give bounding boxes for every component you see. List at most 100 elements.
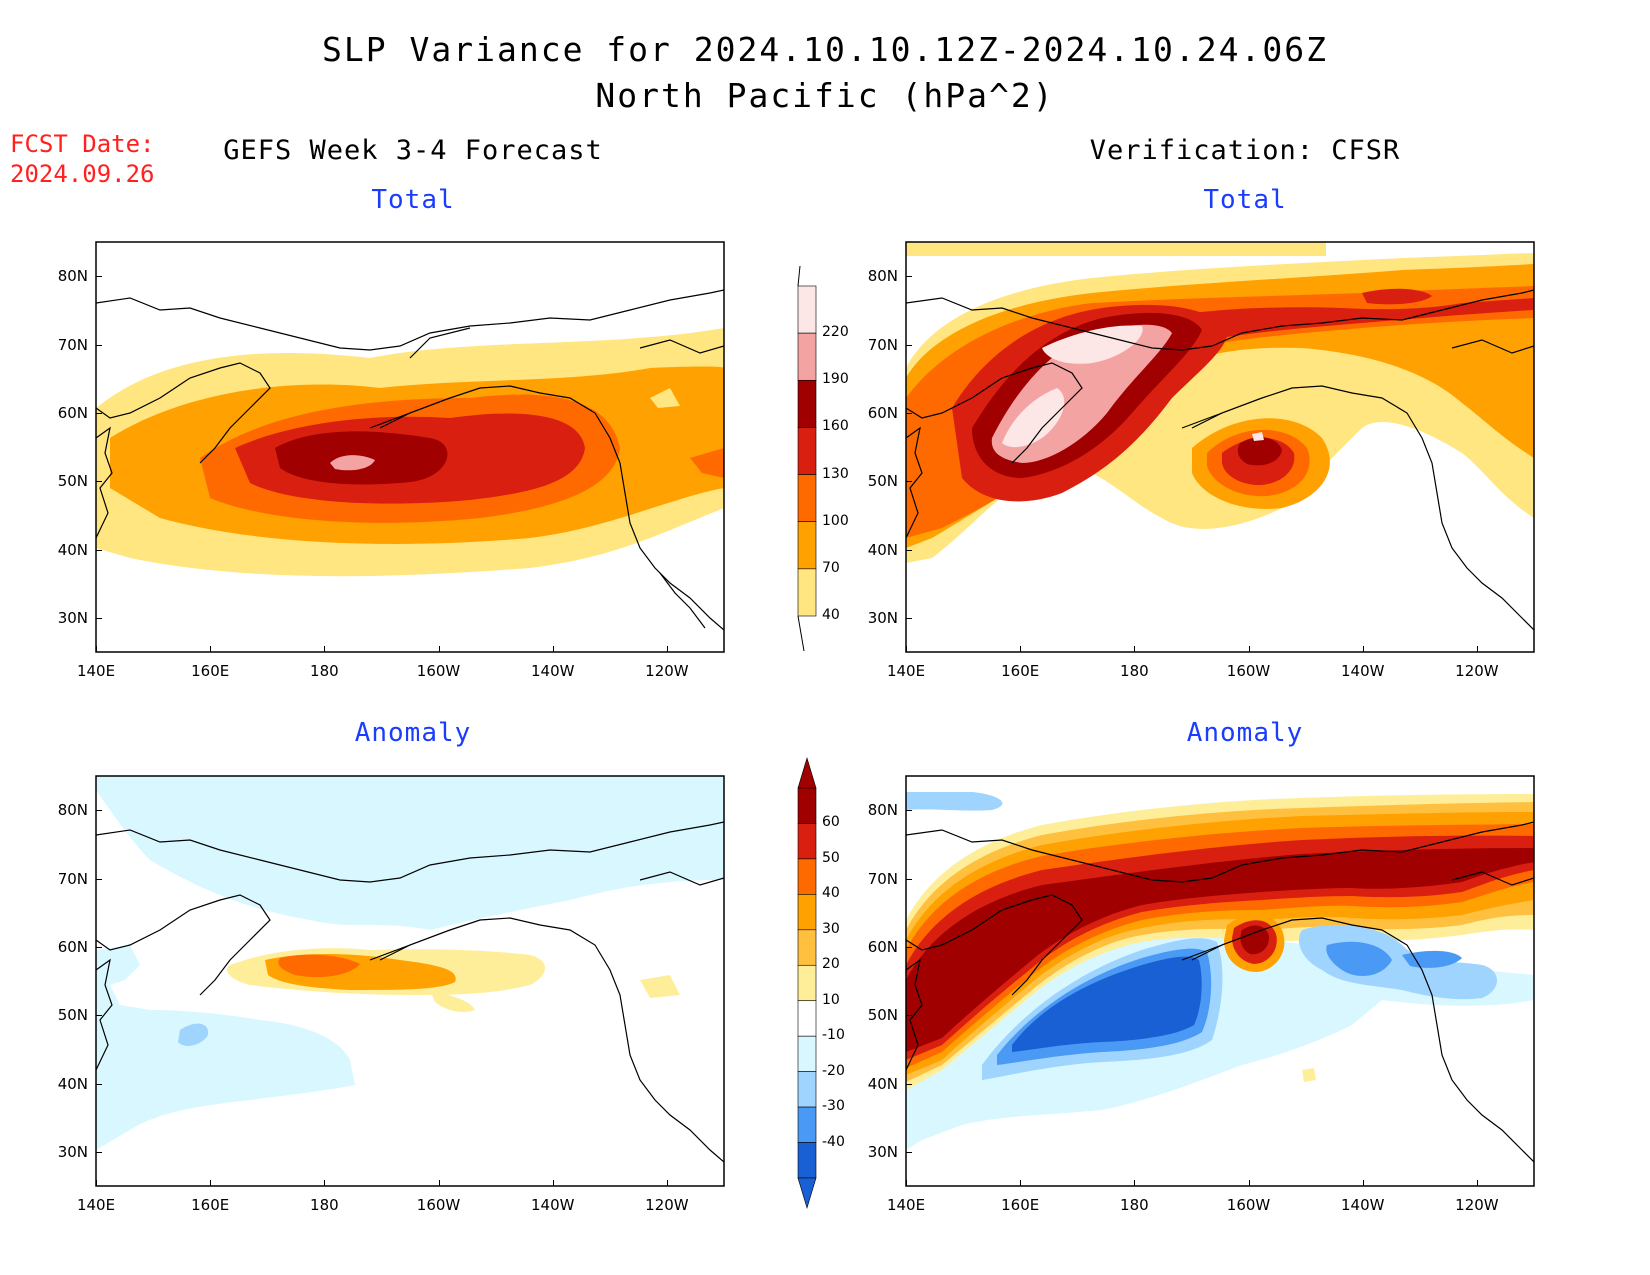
cfsr-total-lat-tick-60N: 60N [867,403,898,422]
cbar-anom-seg-1 [797,823,817,860]
cbar-total-seg-2 [797,379,817,428]
cbar-anom-label-5: 10 [822,991,840,1008]
gefs-total-lat-tick-50N: 50N [57,472,88,491]
cfsr-total-lat-tickmark [906,549,912,551]
cfsr-total-lat-tick-40N: 40N [867,540,898,559]
cfsr-anom-lon-tickmark [1476,1180,1478,1186]
cfsr-anom-lat-tickmark [906,946,912,948]
gefs-anom-lat-tick-70N: 70N [57,869,88,888]
cfsr-anom-lon-tick-140E: 140E [886,1196,926,1214]
gefs-total-lon-tickmark [438,646,440,652]
cbar-total-seg-3 [797,427,817,475]
gefs-anom-lon-tickmark [96,1180,97,1186]
cbar-anom-seg-3 [797,894,817,931]
cfsr-total-lon-tick-160W: 160W [1226,662,1271,680]
cfsr-anom-lon-tickmark [1020,1180,1022,1186]
gefs-anom-lon-tickmark [552,1180,554,1186]
cfsr-total-lon-tick-180: 180 [1120,662,1149,680]
cfsr-total-lat-tickmark [906,481,912,483]
right-column-title: Verification: CFSR [1089,135,1401,166]
cbar-total-seg-1 [797,332,817,381]
cbar-anom-seg-9 [797,1106,817,1143]
gefs-total-lon-tick-140W: 140W [530,662,575,680]
cfsr-anom-lon-tick-160E: 160E [1001,1196,1040,1214]
cbar-anom-seg-4 [797,929,817,966]
cfsr-total-lat-tickmark [906,412,912,414]
gefs-total-lon-tickmark [666,646,668,652]
cfsr-anom-lon-tick-160W: 160W [1226,1196,1271,1214]
cbar-total-seg-4 [797,474,817,523]
cbar-anom-top-arrow [797,756,817,789]
gefs-anom-lon-tick-180: 180 [310,1196,339,1214]
cbar-total-label-5: 70 [822,559,840,576]
gefs-total-lon-tickmark [96,646,97,652]
gefs-anomaly-title: Anomaly [354,718,472,748]
total-colorbar: 220 190 160 130 100 70 40 [797,265,858,652]
cbar-anom-label-8: -30 [822,1098,845,1115]
cbar-anom-bottom-arrow [797,1177,817,1210]
gefs-total-lat-tickmark [96,617,102,619]
cfsr-anom-lon-tick-140W: 140W [1340,1196,1385,1214]
cfsr-anom-lat-tickmark [906,1083,912,1085]
cfsr-total-lon-tick-140W: 140W [1340,662,1385,680]
cfsr-anom-lon-tick-120W: 120W [1455,1196,1499,1214]
cbar-anom-svg [797,756,817,1210]
gefs-total-lon-tick-160E: 160E [191,662,230,680]
cfsr-total-lat-tick-70N: 70N [867,335,898,354]
cfsr-anom-lat-tickmark [906,1015,912,1017]
cfsr-anom-lat-tickmark [906,1151,912,1153]
gefs-total-map [50,238,730,692]
cfsr-total-lon-tickmark [1362,646,1364,652]
cbar-total-label-3: 130 [822,465,849,482]
gefs-anom-lon-tick-120W: 120W [645,1196,689,1214]
gefs-anom-lat-tick-40N: 40N [57,1074,88,1093]
gefs-anom-lon-tickmark [438,1180,440,1186]
gefs-anom-lat-tickmark [96,810,102,812]
cbar-anom-seg-7 [797,1035,817,1072]
cbar-anom-seg-2 [797,858,817,895]
cbar-anom-label-2: 40 [822,885,840,902]
gefs-anom-lat-tick-80N: 80N [57,801,88,820]
gefs-anom-lon-tick-140E: 140E [76,1196,116,1214]
gefs-total-lat-tickmark [96,344,102,346]
cfsr-anomaly-title: Anomaly [1186,718,1304,748]
gefs-total-lon-tick-160W: 160W [416,662,461,680]
cfsr-total-lon-tickmark [1476,646,1478,652]
gefs-total-lon-tick-180: 180 [310,662,339,680]
cbar-anom-seg-10 [797,1142,817,1179]
cfsr-anom-lat-tickmark [906,810,912,812]
gefs-anom-lon-tick-160W: 160W [416,1196,461,1214]
cfsr-total-lon-tickmark [1020,646,1022,652]
cbar-total-bottom-tip [797,615,805,652]
cbar-anom-label-6: -10 [822,1027,845,1044]
gefs-total-lat-tickmark [96,412,102,414]
gefs-total-lon-tick-120W: 120W [645,662,689,680]
gefs-total-lat-tick-60N: 60N [57,403,88,422]
gefs-anom-lat-tickmark [96,1083,102,1085]
cbar-anom-label-4: 20 [822,956,840,973]
anomaly-colorbar: 60 50 40 30 20 10 -10 -20 -30 -40 [797,756,858,1210]
gefs-anom-lat-tickmark [96,1151,102,1153]
left-column-title: GEFS Week 3-4 Forecast [223,135,603,166]
cfsr-anom-lat-tick-80N: 80N [867,801,898,820]
cfsr-total-lon-tick-140E: 140E [886,662,926,680]
cbar-anom-label-1: 50 [822,849,840,866]
cbar-total-label-6: 40 [822,607,840,623]
cfsr-anom-lon-tick-180: 180 [1120,1196,1149,1214]
cbar-anom-label-7: -20 [822,1062,845,1079]
cbar-anom-seg-0 [797,787,817,824]
cfsr-total-lon-tickmark [1134,646,1136,652]
gefs-total-lat-tickmark [96,481,102,483]
gefs-total-title: Total [371,185,455,215]
cbar-total-seg-0 [797,285,817,334]
gefs-total-lat-tick-30N: 30N [57,608,88,627]
cbar-total-top-tip [797,265,801,287]
gefs-anom-lat-tick-30N: 30N [57,1142,88,1161]
cfsr-anom-lat-tick-30N: 30N [867,1142,898,1161]
gefs-anom-lat-tick-60N: 60N [57,937,88,956]
cfsr-anom-lat-tick-40N: 40N [867,1074,898,1093]
cbar-anom-seg-8 [797,1071,817,1108]
cbar-total-svg [797,265,817,652]
gefs-total-lat-tickmark [96,549,102,551]
gefs-total-lat-tick-70N: 70N [57,335,88,354]
